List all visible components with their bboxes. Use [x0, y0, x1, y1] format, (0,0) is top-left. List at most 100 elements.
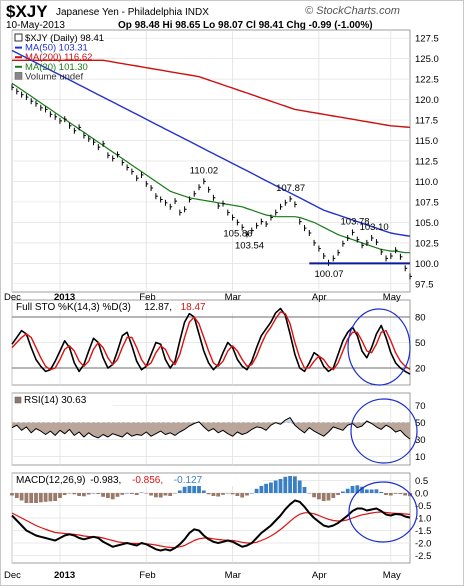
macd-histogram-bar [182, 486, 187, 494]
macd-histogram-bar [345, 488, 350, 494]
y-tick-label: -2.5 [415, 551, 431, 562]
macd-histogram-bar [154, 493, 158, 498]
macd-histogram-bar [43, 493, 48, 502]
macd-histogram-bar [67, 493, 72, 494]
y-tick-label: 20 [415, 364, 426, 375]
macd-histogram-bar [34, 493, 38, 503]
macd-histogram-bar [312, 493, 316, 498]
macd-histogram-bar [206, 493, 211, 495]
macd-histogram-bar [120, 493, 125, 495]
ma200-line [12, 59, 411, 128]
rsi-line [11, 417, 411, 440]
x-tick-label: Apr [312, 292, 327, 303]
y-tick-label: 122.5 [415, 75, 439, 86]
stochastic-d-line [11, 311, 411, 371]
macd-histogram-bar [58, 493, 62, 498]
y-tick-label: 125.0 [415, 54, 439, 65]
macd-histogram-bar [110, 493, 115, 500]
highlight-circle [350, 398, 418, 464]
y-tick-label: 102.5 [415, 238, 439, 249]
macd-histogram-bar [29, 493, 34, 503]
macd-histogram-bar [317, 493, 321, 500]
highlight-circle [348, 481, 418, 543]
x-tick-label: Feb [139, 570, 155, 581]
y-tick-label: 0.5 [415, 476, 428, 487]
x-tick-label: Dec [4, 292, 21, 303]
x-tick-label: Feb [139, 292, 155, 303]
macd-histogram-bar [326, 493, 331, 501]
macd-histogram-bar [187, 483, 192, 493]
x-axis: Dec Dec 2013 2013 Feb Feb Mar Mar Apr Apr May May [4, 292, 401, 581]
macd-histogram-bar [216, 493, 221, 497]
macd-histogram-bar [163, 493, 168, 496]
price-annotation: 110.02 [190, 165, 218, 176]
y-tick-label: 120.0 [415, 95, 439, 106]
legend-background [13, 301, 273, 313]
y-tick-label: 30 [415, 435, 426, 446]
x-tick-label: Mar [225, 570, 241, 581]
macd-histogram-bar [144, 493, 149, 494]
x-tick-label: May [383, 570, 401, 581]
legend-entry: 18.47 [181, 302, 206, 313]
stockcharts-logo: © StockCharts.com [305, 5, 400, 17]
macd-histogram-bar [341, 491, 345, 493]
x-tick-label: 2013 [54, 292, 75, 303]
y-tick-label: 115.0 [415, 136, 438, 147]
legend-entry: MA(200) 116.62 [25, 52, 92, 63]
macd-histogram-bar [254, 488, 259, 494]
macd-histogram-bar [125, 493, 129, 494]
macd-histogram-bar [364, 489, 369, 493]
macd-histogram-bar [384, 493, 388, 495]
y-tick-label: -2.0 [415, 539, 431, 550]
legend-entry: Full STO %K(14,3) %D(3) [16, 302, 131, 313]
x-tick-label: May [383, 292, 401, 303]
legend-swatch [14, 72, 23, 80]
macd-histogram-bar [230, 493, 235, 495]
macd-histogram-bar [297, 480, 302, 493]
macd-histogram-bar [177, 490, 182, 493]
macd-histogram-bar [240, 493, 245, 498]
x-tick-label: 2013 [54, 570, 75, 581]
macd-histogram-bar [388, 493, 393, 496]
y-tick-label: 10 [415, 452, 426, 463]
macd-histogram-bar [350, 486, 355, 493]
instrument-name: Japanese Yen - Philadelphia INDX [56, 7, 209, 18]
macd-histogram-bar [278, 479, 283, 493]
macd-line [11, 499, 411, 552]
y-tick-label: -1.0 [415, 514, 431, 525]
macd-histogram-bar [369, 489, 374, 493]
price-annotation: 103.54 [235, 240, 264, 251]
legend-entry: -0.127 [174, 475, 203, 486]
macd-histogram-bar [115, 493, 120, 497]
y-tick-label: 100.0 [415, 259, 439, 270]
macd-histogram-bar [38, 493, 43, 503]
x-tick-label: Dec [4, 570, 21, 581]
macd-histogram-bar [14, 493, 19, 498]
stochastic-k-line [11, 307, 411, 375]
macd-histogram-bar [398, 493, 403, 494]
macd-histogram-bar [336, 493, 340, 495]
macd-histogram-bar [273, 480, 278, 493]
y-tick-label: 105.0 [415, 218, 439, 229]
rsi-positive-fill [12, 417, 410, 423]
price-annotation: 103.78 [341, 216, 370, 227]
legend-entry: MACD(12,26,9) [16, 475, 85, 486]
y-tick-label: 50 [415, 338, 426, 349]
macd-histogram-bar [374, 489, 379, 494]
macd-histogram-bar [211, 493, 216, 496]
macd-histogram-bar [173, 493, 177, 494]
legend-swatch [14, 396, 22, 404]
macd-histogram-bar [86, 493, 91, 495]
y-tick-label: 0.0 [415, 489, 428, 500]
stochastic-panel: 80 50 20 Full STO %K(14,3) %D(3) 12.87, 18.47 [11, 299, 426, 386]
rsi-negative-fill [12, 422, 410, 440]
macd-histogram-bar [321, 493, 326, 501]
macd-histogram-bar [403, 493, 408, 496]
macd-histogram-bar [221, 493, 225, 495]
macd-histogram-bar [307, 493, 312, 494]
legend-entry: MA(50) 103.31 [25, 43, 88, 54]
legend-entry: -0.856, [132, 475, 163, 486]
macd-histogram-bar [101, 493, 105, 497]
